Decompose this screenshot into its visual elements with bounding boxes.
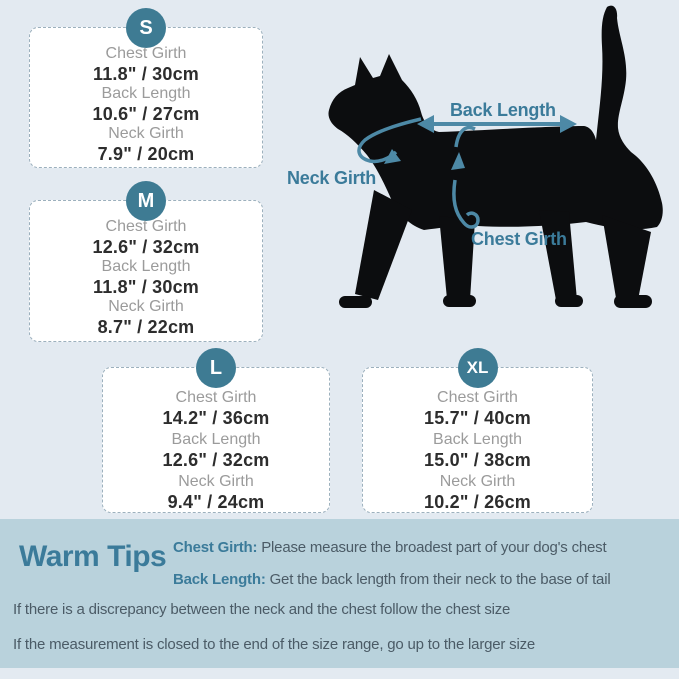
measure-label: Neck Girth	[178, 473, 254, 490]
size-card-s-rows: Chest Girth 11.8" / 30cm Back Length 10.…	[30, 28, 262, 164]
measure-label: Back Length	[101, 258, 191, 275]
tip-back-length-text: Get the back length from their neck to t…	[265, 571, 611, 588]
measure-value: 12.6" / 32cm	[162, 450, 270, 470]
measure-value: 11.8" / 30cm	[92, 64, 199, 84]
size-badge-m: M	[126, 181, 166, 221]
size-card-xl-rows: Chest Girth 15.7" / 40cm Back Length 15.…	[363, 368, 592, 513]
bottom-margin-strip	[0, 668, 679, 679]
measure-label: Back Length	[171, 431, 261, 448]
measure-value: 14.2" / 36cm	[162, 408, 270, 428]
back-length-arrow	[417, 115, 577, 133]
measure-value: 10.2" / 26cm	[423, 492, 531, 512]
size-badge-l: L	[196, 348, 236, 388]
warm-tips-title: Warm Tips	[19, 540, 167, 573]
chest-girth-arrow	[451, 125, 480, 229]
size-card-m-rows: Chest Girth 12.6" / 32cm Back Length 11.…	[30, 201, 262, 337]
measure-value: 11.8" / 30cm	[92, 277, 199, 297]
measure-label: Neck Girth	[108, 125, 184, 142]
measure-label: Neck Girth	[439, 473, 516, 490]
chest-girth-label: Chest Girth	[471, 229, 567, 249]
tip-note-size-range: If the measurement is closed to the end …	[13, 636, 536, 653]
cat-body	[328, 5, 663, 308]
warm-tips-section: Warm Tips Chest Girth: Please measure th…	[0, 519, 679, 668]
back-length-label: Back Length	[450, 100, 556, 120]
measure-value: 15.7" / 40cm	[423, 408, 531, 428]
measure-value: 9.4" / 24cm	[167, 492, 265, 512]
measure-label: Chest Girth	[175, 389, 257, 406]
measurement-arrows	[357, 115, 577, 229]
size-card-xl: XL Chest Girth 15.7" / 40cm Back Length …	[362, 348, 593, 513]
tip-chest-girth-text: Please measure the broadest part of your…	[257, 539, 607, 556]
tip-chest-girth-term: Chest Girth:	[173, 539, 258, 556]
measure-label: Chest Girth	[105, 218, 187, 235]
tip-chest-girth: Chest Girth: Please measure the broadest…	[173, 539, 607, 556]
measure-label: Back Length	[101, 85, 191, 102]
measure-label: Chest Girth	[105, 45, 187, 62]
measure-value: 15.0" / 38cm	[423, 450, 531, 470]
size-card-s: S Chest Girth 11.8" / 30cm Back Length 1…	[29, 8, 263, 168]
tip-back-length-term: Back Length:	[173, 571, 266, 588]
size-badge-s: S	[126, 8, 166, 48]
size-card-l-rows: Chest Girth 14.2" / 36cm Back Length 12.…	[103, 368, 329, 513]
cat-silhouette-diagram	[328, 5, 663, 308]
measure-value: 12.6" / 32cm	[92, 237, 200, 257]
measure-value: 7.9" / 20cm	[97, 144, 195, 164]
tip-back-length: Back Length: Get the back length from th…	[173, 571, 611, 588]
tip-note-discrepancy: If there is a discrepancy between the ne…	[13, 601, 511, 618]
measure-value: 10.6" / 27cm	[92, 104, 200, 124]
size-card-l: L Chest Girth 14.2" / 36cm Back Length 1…	[102, 348, 330, 513]
size-badge-xl: XL	[457, 348, 498, 388]
measure-label: Chest Girth	[437, 389, 518, 406]
size-card-m: M Chest Girth 12.6" / 32cm Back Length 1…	[29, 181, 263, 342]
measure-label: Neck Girth	[108, 298, 184, 315]
measure-label: Back Length	[433, 431, 522, 448]
neck-girth-label: Neck Girth	[287, 168, 377, 188]
measure-value: 8.7" / 22cm	[97, 317, 195, 337]
neck-girth-arrow	[357, 117, 422, 164]
